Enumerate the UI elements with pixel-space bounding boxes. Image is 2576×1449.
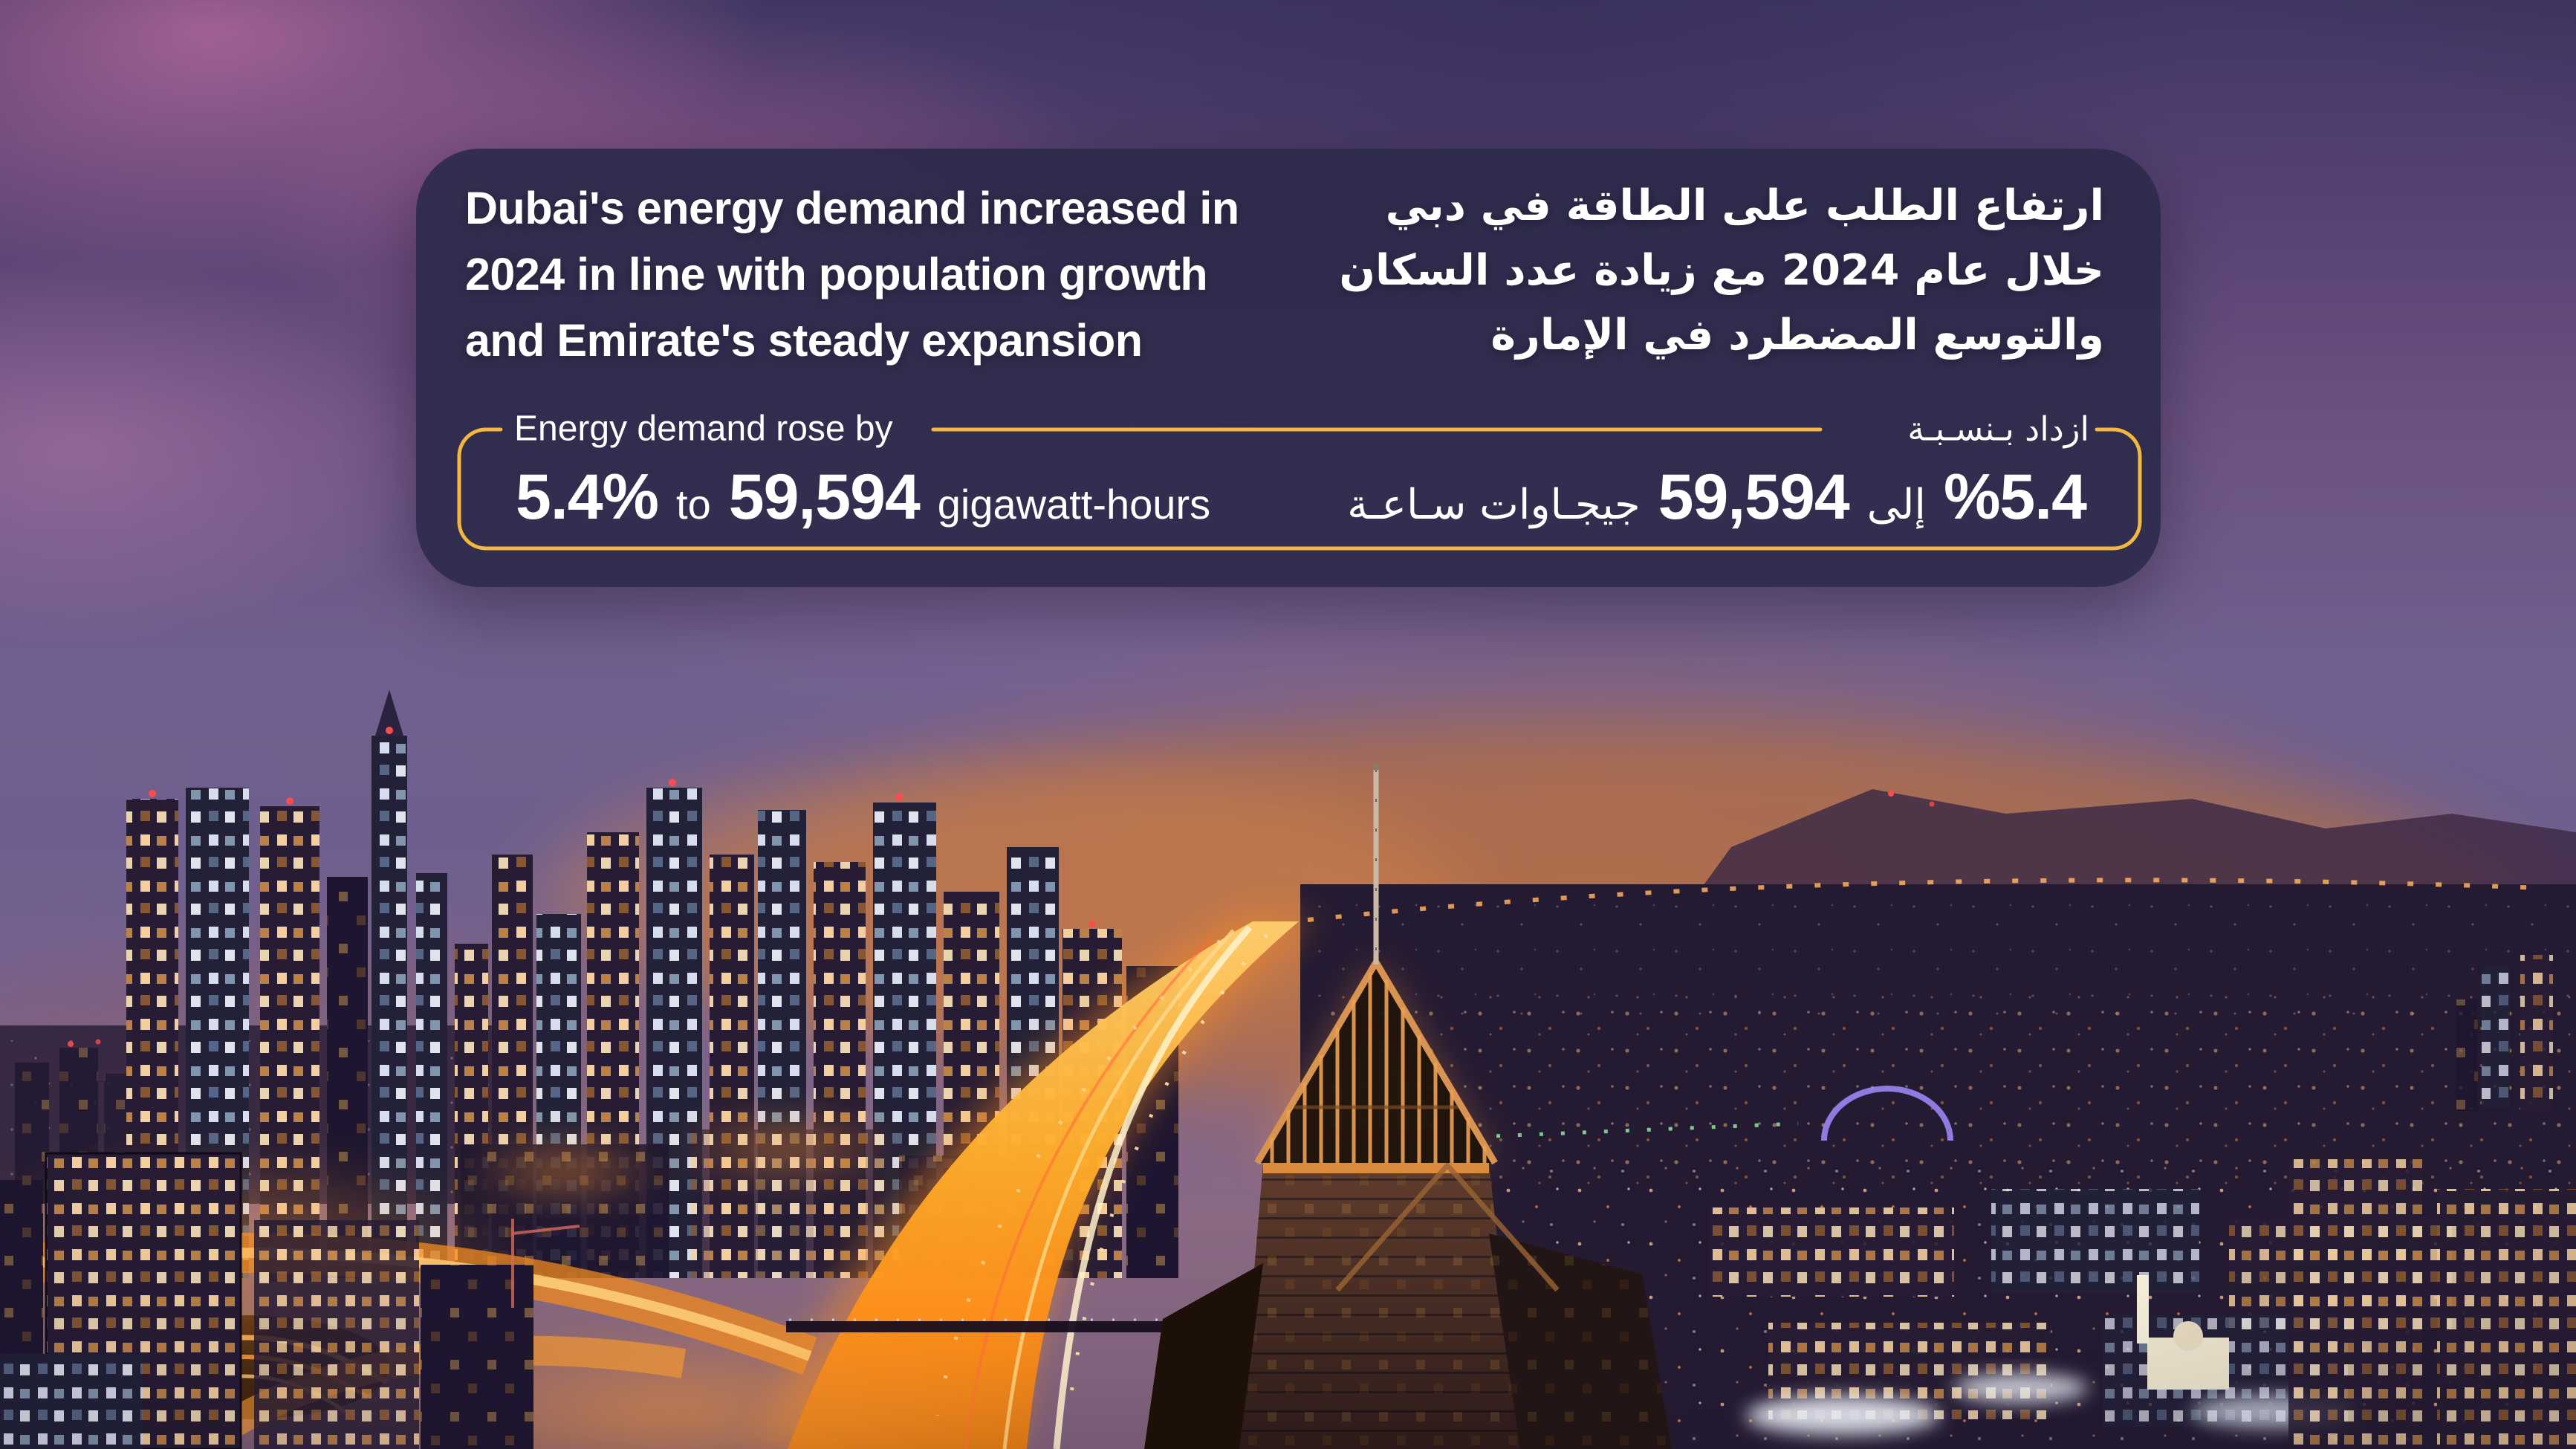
infographic-panel: Dubai's energy demand increased in 2024 … (416, 149, 2161, 587)
gable-lit-slats (1270, 973, 1487, 1163)
stat-percent-en: 5.4% (516, 461, 659, 533)
secondary-gable (1335, 1161, 1560, 1292)
headline-ar-line2: خلال عام 2024 مع زيادة عدد السكان (1339, 246, 2104, 295)
headline-english: Dubai's energy demand increased in 2024 … (465, 175, 1239, 374)
foreground-buildings-left (0, 1144, 580, 1449)
stat-unit-ar: جيجـاوات سـاعـة (1347, 481, 1641, 529)
headline-arabic: ارتفاع الطلب على الطاقة في دبي خلال عام … (1339, 174, 2104, 368)
headline-en-line2: 2024 in line with population growth (465, 249, 1208, 299)
stat-value-arabic: %5.4 إلى 59,594 جيجـاوات سـاعـة (1347, 449, 2087, 553)
stat-percent-ar: %5.4 (1943, 461, 2087, 533)
stat-unit-en: gigawatt-hours (937, 481, 1211, 528)
gold-bracket-border (457, 427, 2142, 551)
aviation-beacons (149, 727, 1096, 927)
apartment-rows-right (1709, 955, 2576, 1449)
tower-spire (1372, 763, 1380, 965)
purple-arch-bridge (1821, 1086, 1953, 1141)
stat-label-arabic: ازداد بـنسـبـة (1907, 409, 2089, 449)
stat-connector-en: to (676, 481, 711, 528)
tower-left-annex (1144, 1263, 1263, 1449)
foreground-tower (1144, 763, 1672, 1449)
floodlight-patch (1746, 1396, 1939, 1435)
construction-crane (511, 1219, 580, 1308)
mosque (2137, 1275, 2229, 1390)
spiked-tower-crown (375, 690, 403, 736)
pedestrian-bridge (786, 1321, 1224, 1332)
headline-ar-line3: والتوسع المضطرد في الإمارة (1490, 311, 2104, 360)
headline-ar-line1: ارتفاع الطلب على الطاقة في دبي (1385, 181, 2104, 230)
distant-road-lights (1307, 878, 2542, 922)
white-lit-building (0, 1354, 143, 1449)
headline-en-line1: Dubai's energy demand increased in (465, 183, 1239, 233)
stat-number-en: 59,594 (728, 461, 921, 533)
stat-label-english: Energy demand rose by (514, 409, 893, 449)
stat-value-english: 5.4% to 59,594 gigawatt-hours (516, 449, 1210, 553)
stat-number-ar: 59,594 (1658, 461, 1850, 533)
stat-connector-ar: إلى (1866, 481, 1926, 529)
headline-en-line3: and Emirate's steady expansion (465, 315, 1143, 366)
street-lamps (1068, 933, 1268, 1405)
